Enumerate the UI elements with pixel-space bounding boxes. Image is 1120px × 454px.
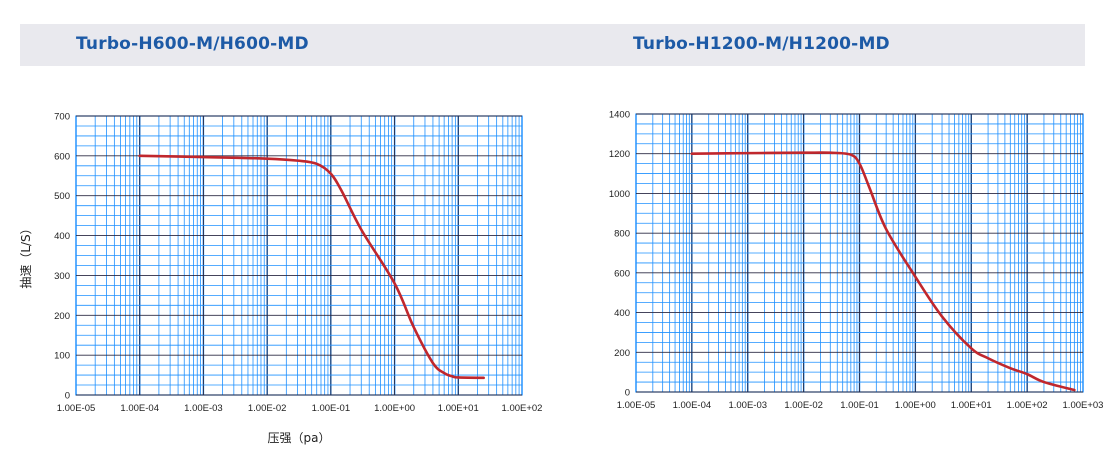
x-tick-label: 1.00E+00 [374, 403, 415, 414]
y-axis-label: 抽速（L/S） [19, 222, 33, 288]
grid [635, 113, 1084, 393]
x-tick-label: 1.00E-03 [184, 403, 223, 414]
x-tick-label: 1.00E+02 [502, 403, 543, 414]
y-tick-label: 500 [54, 191, 70, 202]
x-tick-label: 1.00E+02 [1007, 400, 1048, 411]
x-tick-label: 1.00E-04 [120, 403, 159, 414]
pumping-speed-curve [690, 151, 1076, 392]
y-tick-label: 0 [65, 391, 70, 402]
x-tick-label: 1.00E-03 [728, 400, 767, 411]
y-tick-label: 1200 [609, 149, 630, 160]
x-tick-label: 1.00E-02 [784, 400, 823, 411]
y-tick-label: 200 [614, 348, 630, 359]
y-tick-label: 300 [54, 271, 70, 282]
x-tick-label: 1.00E-05 [617, 400, 656, 411]
y-tick-label: 1400 [609, 110, 630, 121]
y-tick-label: 600 [614, 268, 630, 279]
y-tick-label: 1000 [609, 189, 630, 200]
y-tick-label: 600 [54, 151, 70, 162]
y-tick-label: 100 [54, 351, 70, 362]
y-tick-label: 400 [614, 308, 630, 319]
x-axis-label: 压强（pa） [268, 431, 331, 445]
chart-title-left: Turbo-H600-M/H600-MD [76, 34, 309, 54]
x-tick-label: 1.00E-04 [673, 400, 712, 411]
pumping-speed-curve [138, 154, 485, 380]
y-tick-label: 400 [54, 231, 70, 242]
x-tick-label: 1.00E-05 [57, 403, 96, 414]
x-tick-label: 1.00E+01 [951, 400, 992, 411]
x-tick-label: 1.00E+03 [1063, 400, 1104, 411]
x-tick-label: 1.00E-01 [840, 400, 879, 411]
y-tick-label: 800 [614, 229, 630, 240]
y-tick-label: 200 [54, 311, 70, 322]
header-bar [20, 24, 1085, 66]
x-tick-label: 1.00E+00 [895, 400, 936, 411]
grid [75, 115, 523, 396]
y-tick-label: 700 [54, 112, 70, 123]
x-tick-label: 1.00E-01 [312, 403, 351, 414]
x-tick-label: 1.00E-02 [248, 403, 287, 414]
chart-title-right: Turbo-H1200-M/H1200-MD [633, 34, 890, 54]
x-tick-label: 1.00E+01 [438, 403, 479, 414]
pumping-speed-chart-h600: 0 100 200 300 400 500 600 700 1.00E-05 1.00E-04 1.… [19, 112, 543, 446]
y-tick-label: 0 [625, 388, 630, 399]
